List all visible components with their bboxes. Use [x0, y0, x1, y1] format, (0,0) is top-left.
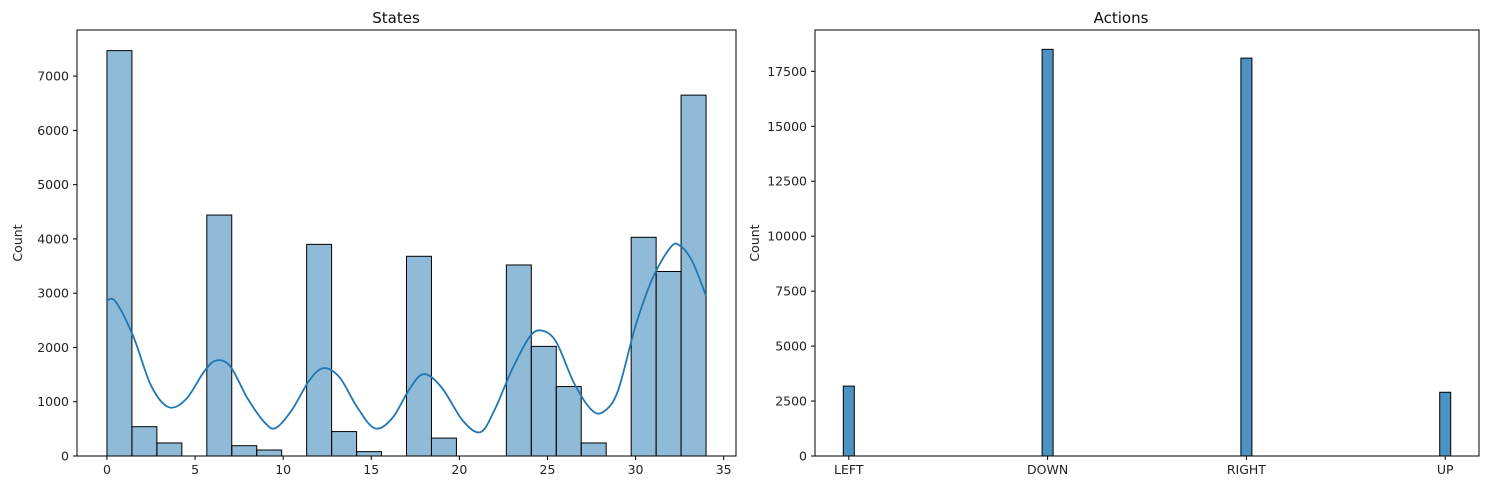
states-bar-4 — [206, 214, 233, 457]
states-bar-16 — [505, 264, 532, 457]
states-bar-12 — [406, 255, 432, 457]
states-bars — [106, 50, 707, 457]
actions-ytick-label: 0 — [799, 449, 807, 464]
actions-ytick-label: 7500 — [775, 284, 807, 299]
states-ytick-label: 3000 — [37, 286, 69, 301]
states-x-ticks: 0 5 10 15 20 25 30 35 — [103, 456, 732, 477]
states-bar-9 — [331, 431, 358, 457]
states-panel: States 0 5 10 15 20 25 30 35 0 1000 2000 3000 4000 5… — [10, 9, 737, 477]
states-xtick-label: 5 — [191, 462, 199, 477]
actions-panel: Actions LEFT DOWN RIGHT UP 0 2500 5000 7500 100… — [747, 9, 1480, 477]
states-ytick-label: 5000 — [37, 177, 69, 192]
states-bar-22 — [655, 270, 682, 457]
states-ytick-label: 7000 — [37, 69, 69, 84]
actions-xtick-label: RIGHT — [1227, 462, 1266, 477]
states-bar-19 — [580, 442, 607, 457]
states-y-ticks: 0 1000 2000 3000 4000 5000 6000 7000 — [37, 69, 77, 464]
states-xtick-label: 35 — [716, 462, 732, 477]
actions-xtick-label: UP — [1437, 462, 1454, 477]
actions-ytick-label: 12500 — [767, 174, 807, 189]
actions-title: Actions — [1094, 9, 1149, 27]
states-bar-10 — [356, 451, 383, 457]
states-xtick-label: 30 — [628, 462, 644, 477]
states-xtick-label: 15 — [363, 462, 379, 477]
states-ytick-label: 4000 — [37, 231, 69, 246]
actions-x-ticks: LEFT DOWN RIGHT UP — [834, 456, 1454, 477]
states-ylabel: Count — [10, 224, 25, 261]
states-xtick-label: 0 — [103, 462, 111, 477]
actions-xtick-label: LEFT — [834, 462, 864, 477]
actions-xtick-label: DOWN — [1027, 462, 1068, 477]
actions-bar-left — [842, 385, 855, 457]
states-bar-23 — [680, 94, 707, 457]
actions-ytick-label: 17500 — [767, 64, 807, 79]
states-bar-13 — [430, 437, 457, 457]
states-xtick-label: 25 — [540, 462, 556, 477]
actions-ytick-label: 5000 — [775, 339, 807, 354]
states-bar-18 — [555, 386, 582, 457]
states-bar-2 — [156, 442, 183, 457]
states-kde-line — [106, 242, 707, 434]
actions-ytick-label: 2500 — [775, 394, 807, 409]
states-bar-5 — [231, 445, 258, 457]
states-bar-8 — [306, 243, 333, 457]
states-title: States — [372, 9, 420, 27]
states-xtick-label: 20 — [451, 462, 467, 477]
actions-y-ticks: 0 2500 5000 7500 10000 12500 15000 17500 — [767, 64, 815, 464]
actions-axes-frame — [814, 29, 1480, 457]
states-ytick-label: 1000 — [37, 394, 69, 409]
actions-bar-up — [1439, 391, 1452, 457]
states-ytick-label: 6000 — [37, 123, 69, 138]
states-ytick-label: 0 — [61, 449, 69, 464]
states-bar-1 — [131, 426, 158, 457]
states-axes-frame — [76, 29, 737, 457]
actions-ytick-label: 15000 — [767, 119, 807, 134]
actions-bar-down — [1041, 48, 1054, 457]
states-bar-17 — [530, 345, 557, 457]
states-xtick-label: 10 — [275, 462, 291, 477]
actions-bar-right — [1240, 57, 1253, 457]
states-bar-6 — [256, 449, 283, 457]
actions-ylabel: Count — [747, 224, 762, 261]
states-bar-0 — [106, 50, 133, 457]
states-bar-21 — [630, 236, 657, 457]
states-ytick-label: 2000 — [37, 340, 69, 355]
actions-ytick-label: 10000 — [767, 229, 807, 244]
